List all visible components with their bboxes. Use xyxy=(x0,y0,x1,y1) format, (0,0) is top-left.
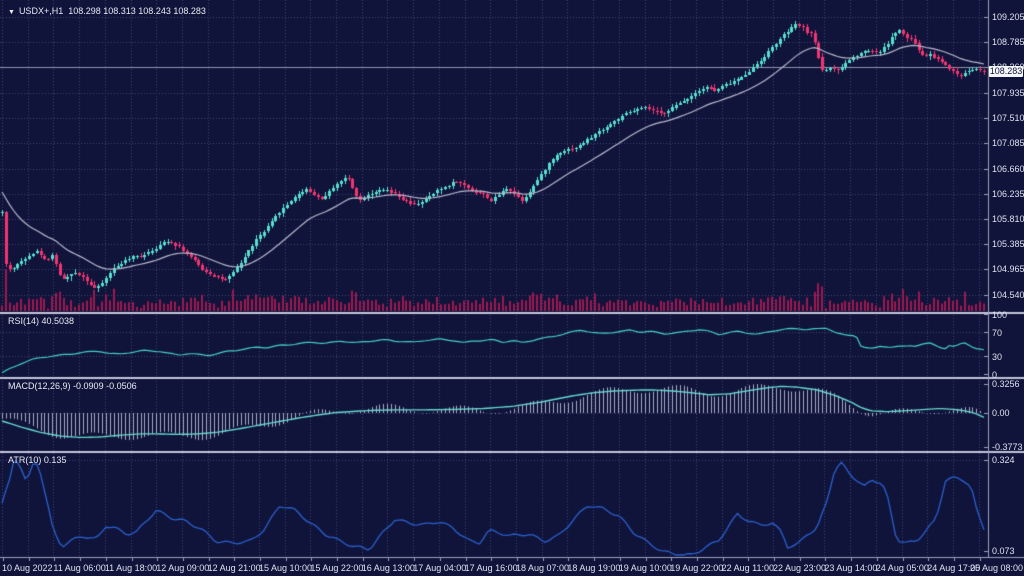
macd-axis-label: 0.3256 xyxy=(992,379,1020,390)
macd-axis-label: -0.3773 xyxy=(992,441,1023,452)
price-axis-label: 107.935 xyxy=(992,87,1024,98)
time-axis-label: 22 Aug 23:00 xyxy=(773,563,827,573)
time-axis-label: 12 Aug 09:00 xyxy=(156,563,210,573)
macd-values: -0.0909 -0.0506 xyxy=(73,381,137,391)
current-price-box: 108.283 xyxy=(989,66,1023,78)
time-axis-label: 23 Aug 14:00 xyxy=(824,563,878,573)
time-axis-label: 16 Aug 13:00 xyxy=(361,563,415,573)
macd-axis-label: 0.00 xyxy=(992,408,1010,418)
price-axis-label: 104.965 xyxy=(992,264,1024,275)
rsi-axis-label: 0 xyxy=(992,370,998,380)
macd-label: MACD(12,26,9) xyxy=(8,381,71,391)
rsi-axis-label: 100 xyxy=(992,310,1008,320)
symbol-label: USDX+,H1 xyxy=(18,6,64,16)
time-axis-label: 15 Aug 10:00 xyxy=(259,563,313,573)
time-axis-label: 10 Aug 2022 xyxy=(2,563,53,573)
time-axis-label: 17 Aug 16:00 xyxy=(464,563,518,573)
time-axis-label: 24 Aug 05:00 xyxy=(875,563,929,573)
price-axis-label: 108.785 xyxy=(992,37,1024,47)
time-axis-label: 17 Aug 04:00 xyxy=(413,563,467,573)
rsi-axis-label: 30 xyxy=(992,352,1003,362)
rsi-value: 40.5038 xyxy=(41,316,75,326)
chevron-down-icon: ▼ xyxy=(8,9,15,16)
time-axis-label: 18 Aug 19:00 xyxy=(567,563,621,573)
price-axis-label: 104.540 xyxy=(992,289,1024,300)
atr-value: 0.135 xyxy=(43,455,67,465)
time-axis-label: 11 Aug 06:00 xyxy=(53,563,106,573)
price-axis-label: 109.205 xyxy=(992,12,1024,22)
time-axis-label: 19 Aug 10:00 xyxy=(618,563,672,573)
rsi-indicator-label: RSI(14) 40.5038 xyxy=(8,316,74,327)
price-axis-label: 105.810 xyxy=(992,214,1024,225)
atr-indicator-label: ATR(10) 0.135 xyxy=(8,455,66,466)
rsi-label: RSI(14) xyxy=(8,316,40,326)
price-axis-label: 107.510 xyxy=(992,112,1024,123)
price-axis-label: 107.085 xyxy=(992,138,1024,149)
atr-label: ATR(10) xyxy=(8,455,42,465)
time-axis-label: 19 Aug 22:00 xyxy=(670,563,724,573)
time-axis-label: 11 Aug 18:00 xyxy=(104,563,158,573)
price-axis-label: 105.385 xyxy=(992,239,1024,250)
time-axis-label: 24 Aug 17:00 xyxy=(927,563,981,573)
price-axis-label: 106.660 xyxy=(992,163,1024,174)
rsi-axis-label: 70 xyxy=(992,328,1003,338)
symbol-ohlc-line: ▼ USDX+,H1 108.298 108.313 108.243 108.28… xyxy=(8,6,206,18)
time-axis-label: 15 Aug 22:00 xyxy=(310,563,364,573)
ohlc-values: 108.298 108.313 108.243 108.283 xyxy=(68,6,206,16)
time-axis-label: 25 Aug 08:00 xyxy=(969,563,1023,573)
time-axis-label: 18 Aug 07:00 xyxy=(516,563,570,573)
time-axis-label: 12 Aug 21:00 xyxy=(207,563,261,573)
macd-indicator-label: MACD(12,26,9) -0.0909 -0.0506 xyxy=(8,381,137,392)
atr-axis-label: 0.073 xyxy=(992,546,1015,556)
price-axis-label: 106.235 xyxy=(992,188,1024,199)
time-axis-label: 22 Aug 11:00 xyxy=(721,563,774,573)
atr-axis-label: 0.324 xyxy=(992,455,1015,466)
